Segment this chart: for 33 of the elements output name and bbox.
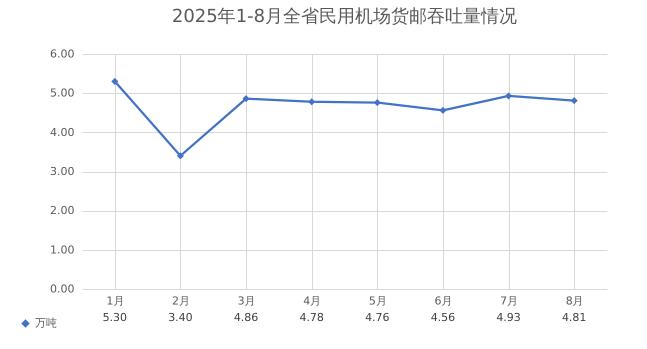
- data-label: 3.40: [168, 311, 193, 324]
- y-tick-label: 6.00: [50, 48, 74, 60]
- data-label: 5.30: [102, 311, 128, 324]
- point: [439, 106, 446, 114]
- x-tick-label: 4月: [303, 294, 322, 308]
- point: [242, 95, 250, 102]
- y-tick-label: 5.00: [50, 86, 74, 100]
- point: [374, 99, 381, 106]
- data-label: 4.76: [365, 311, 390, 324]
- y-tick-label: 3.00: [50, 165, 74, 178]
- y-tick-label: 0.00: [50, 282, 74, 296]
- chart-title: 2025年1-8月全省民用机场货邮吞吐量情况: [172, 6, 518, 27]
- x-tick-label: 1月: [106, 294, 124, 308]
- data-label: 4.56: [430, 311, 456, 324]
- x-tick-label: 7月: [500, 294, 518, 308]
- x-tick-label: 8月: [566, 294, 584, 308]
- data-label: 4.86: [234, 311, 258, 324]
- y-tick-label: 1.00: [50, 243, 74, 256]
- x-tick-label: 3月: [238, 294, 256, 308]
- x-tick-label: 6月: [434, 294, 452, 308]
- data-label: 4.78: [299, 311, 324, 324]
- y-tick-label: 2.00: [50, 204, 74, 218]
- y-tick-label: 4.00: [50, 126, 74, 139]
- point: [505, 92, 512, 100]
- x-tick-label: 2月: [172, 294, 190, 308]
- point: [176, 152, 184, 160]
- point: [308, 98, 316, 106]
- x-tick-label: 5月: [368, 294, 387, 308]
- legend-label: 万吨: [35, 316, 57, 330]
- data-label: 4.93: [496, 311, 521, 324]
- point: [570, 97, 578, 104]
- data-label: 4.81: [562, 311, 586, 324]
- point: [111, 78, 118, 85]
